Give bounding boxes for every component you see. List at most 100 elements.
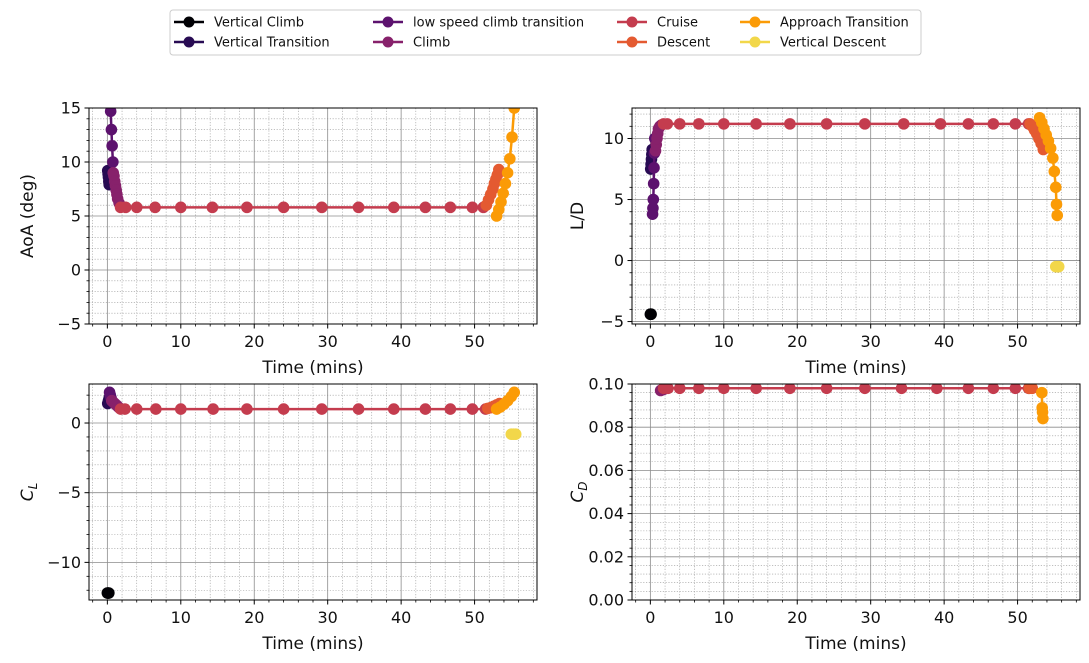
- legend-marker: [183, 36, 195, 48]
- data-point: [105, 123, 118, 136]
- x-tick-label: 30: [318, 332, 338, 351]
- x-tick-label: 50: [1007, 608, 1027, 627]
- y-tick-label: 10: [604, 129, 624, 148]
- data-point: [352, 201, 365, 214]
- data-point: [693, 118, 705, 130]
- panel-bottom-left: 0 10 20 30 40 50 −10 −5 0 Time (mins) CL: [18, 383, 538, 654]
- panel-top-left: 0 10 20 30 40 50 −5 0 5 10 15 Time (mins) AoA (deg): [18, 99, 538, 378]
- y-tick-label: −10: [47, 553, 81, 572]
- data-point: [130, 403, 143, 415]
- data-point: [693, 384, 705, 395]
- data-point: [784, 118, 796, 130]
- data-point: [987, 118, 1000, 130]
- y-tick-label: 0: [71, 261, 81, 280]
- legend-label: Cruise: [657, 16, 698, 31]
- data-point: [962, 118, 975, 130]
- y-tick-label: 0.10: [588, 375, 624, 394]
- data-point: [241, 403, 253, 415]
- x-tick-label: 10: [714, 332, 734, 351]
- legend-label: Approach Transition: [780, 16, 909, 31]
- x-tick-label: 20: [244, 332, 264, 351]
- legend-marker: [749, 16, 761, 28]
- legend: Vertical Climb Vertical Transition low spe…: [169, 9, 922, 56]
- legend-entry: Descent: [617, 36, 710, 51]
- y-tick-label: −5: [57, 315, 81, 334]
- x-tick-label: 20: [244, 608, 264, 627]
- y-tick-label: 0.08: [588, 418, 624, 437]
- data-point: [1051, 209, 1064, 222]
- y-axis-label-sub: L: [26, 483, 40, 490]
- series-group: [644, 111, 1065, 321]
- x-tick-label: 30: [861, 608, 881, 627]
- data-point: [497, 187, 510, 200]
- y-axis-label: AoA (deg): [18, 174, 38, 258]
- data-point: [1049, 181, 1062, 194]
- panel-top-right: 0 10 20 30 40 50 −5 0 5 10 Time (mins) L/D: [568, 107, 1081, 378]
- grid: [89, 107, 537, 325]
- data-point: [499, 177, 512, 190]
- x-axis-label: Time (mins): [261, 358, 363, 378]
- data-point: [419, 403, 432, 415]
- y-axis-label: CD: [568, 481, 590, 502]
- data-point: [1026, 384, 1039, 395]
- data-point: [859, 384, 871, 395]
- x-axis-label: Time (mins): [804, 358, 906, 378]
- legend-entry: Climb: [373, 36, 450, 51]
- data-point: [662, 384, 674, 395]
- y-axis-label: L/D: [568, 202, 588, 230]
- x-tick-label: 20: [787, 608, 807, 627]
- x-tick-label: 0: [102, 608, 112, 627]
- x-tick-label: 0: [645, 332, 655, 351]
- x-tick-label: 30: [318, 608, 338, 627]
- legend-entry: Vertical Transition: [174, 36, 330, 51]
- y-axis-label-sub: D: [576, 481, 590, 490]
- y-tick-label: 10: [61, 153, 81, 172]
- x-tick-label: 40: [391, 608, 411, 627]
- y-tick-label: 0: [71, 414, 81, 433]
- data-point: [150, 403, 162, 415]
- data-point: [277, 201, 290, 214]
- x-tick-label: 40: [391, 332, 411, 351]
- legend-marker: [382, 16, 394, 28]
- x-axis-label: Time (mins): [261, 634, 363, 654]
- data-point: [387, 201, 400, 214]
- data-point: [352, 403, 365, 415]
- legend-label: Vertical Transition: [214, 36, 330, 51]
- data-point: [750, 118, 762, 130]
- data-point: [1009, 384, 1022, 395]
- data-point: [207, 403, 219, 415]
- legend-marker: [749, 36, 761, 48]
- data-point: [316, 201, 328, 214]
- data-point: [130, 201, 143, 214]
- data-point: [1037, 412, 1049, 425]
- data-point: [501, 167, 514, 179]
- legend-marker: [626, 36, 638, 48]
- data-point: [106, 140, 118, 152]
- legend-marker: [183, 16, 195, 28]
- data-point: [1036, 386, 1048, 399]
- x-tick-label: 50: [1007, 332, 1027, 351]
- data-point: [1009, 118, 1022, 130]
- panel-bottom-right: 0 10 20 30 40 50 0.00 0.02 0.04 0.06 0.08 0.10 Time …: [568, 375, 1081, 654]
- data-point: [508, 386, 521, 399]
- y-tick-label: 0.06: [588, 461, 624, 480]
- axes-frame: [631, 383, 1081, 601]
- axes-frame: [88, 107, 538, 325]
- y-tick-label: 5: [614, 190, 624, 209]
- grid: [632, 383, 1080, 601]
- data-point: [175, 201, 187, 214]
- legend-label: Vertical Descent: [780, 36, 886, 51]
- legend-label: Descent: [657, 36, 710, 51]
- data-point: [647, 193, 660, 206]
- x-tick-label: 40: [934, 608, 954, 627]
- data-point: [508, 108, 521, 114]
- grid: [632, 108, 1080, 324]
- data-point: [466, 201, 479, 214]
- axes-frame: [88, 383, 538, 601]
- x-tick-label: 50: [464, 332, 484, 351]
- legend-entry: low speed climb transition: [373, 16, 584, 31]
- data-point: [206, 201, 219, 214]
- data-point: [820, 118, 833, 130]
